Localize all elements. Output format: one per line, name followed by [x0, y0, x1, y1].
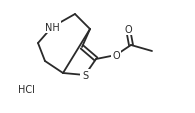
Text: NH: NH — [45, 23, 59, 33]
Text: S: S — [82, 70, 88, 80]
Text: O: O — [112, 51, 120, 60]
Text: HCl: HCl — [18, 84, 35, 94]
Text: O: O — [124, 25, 132, 35]
